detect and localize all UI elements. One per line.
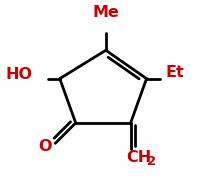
Text: O: O (38, 139, 51, 154)
Text: 2: 2 (147, 155, 156, 167)
Text: Et: Et (164, 65, 183, 80)
Text: Me: Me (92, 5, 119, 20)
Text: HO: HO (5, 67, 32, 82)
Text: CH: CH (126, 150, 151, 165)
